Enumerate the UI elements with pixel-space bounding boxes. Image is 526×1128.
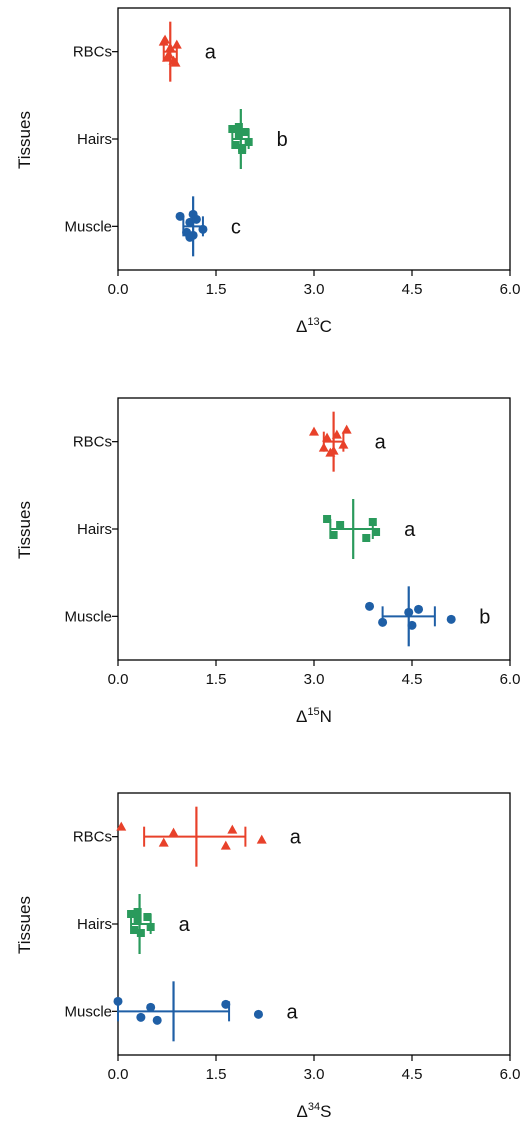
significance-letter: a xyxy=(179,914,191,936)
data-point xyxy=(372,528,381,536)
series-hairs: a xyxy=(127,894,191,954)
y-tick-label-rbcs: RBCs xyxy=(73,829,112,846)
x-axis-label: Δ34S xyxy=(297,1101,332,1121)
data-point xyxy=(309,426,319,436)
data-point xyxy=(220,840,231,850)
data-point xyxy=(133,908,142,916)
x-tick-label: 6.0 xyxy=(500,281,521,298)
significance-letter: b xyxy=(479,606,490,628)
x-axis-label-prefix: Δ xyxy=(296,317,307,336)
x-tick-label: 3.0 xyxy=(304,281,325,298)
series-muscle: a xyxy=(113,981,298,1042)
y-axis-label: Tissues xyxy=(15,111,34,169)
y-tick-label-rbcs: RBCs xyxy=(73,434,112,451)
data-point xyxy=(256,834,267,844)
x-axis-label-prefix: Δ xyxy=(297,1102,308,1121)
series-muscle: c xyxy=(175,196,241,257)
data-point xyxy=(362,534,371,542)
data-point xyxy=(116,821,127,831)
x-axis-label-prefix: Δ xyxy=(296,707,307,726)
y-tick-label-hairs: Hairs xyxy=(77,131,112,148)
chart-panel-2: 0.0 1.5 3.0 4.5 6.0 Δ15N Tissues RBCs Hairs Muscl… xyxy=(15,397,521,726)
significance-letter: c xyxy=(231,216,241,238)
x-tick-label: 1.5 xyxy=(206,281,227,298)
significance-letter: a xyxy=(404,519,416,541)
plot-frame xyxy=(117,792,511,1056)
data-point xyxy=(227,824,238,834)
significance-letter: a xyxy=(290,827,302,849)
x-tick-label: 0.0 xyxy=(108,671,129,688)
data-point xyxy=(163,49,174,59)
y-tick-label-muscle: Muscle xyxy=(64,608,112,625)
chart-panel-1: 0.0 1.5 3.0 4.5 6.0 Δ13C Tissues RBCs Hairs Muscl… xyxy=(15,7,521,336)
data-point xyxy=(158,837,169,847)
x-tick-label: 3.0 xyxy=(304,671,325,688)
data-point xyxy=(323,515,332,523)
data-point xyxy=(168,827,179,837)
x-axis-label: Δ13C xyxy=(296,316,332,336)
y-tick-label-muscle: Muscle xyxy=(64,218,112,235)
x-tick-label: 4.5 xyxy=(402,671,423,688)
x-tick-label: 1.5 xyxy=(206,671,227,688)
data-point xyxy=(160,34,171,44)
data-point xyxy=(175,211,185,221)
data-point xyxy=(146,1002,156,1012)
data-point xyxy=(221,999,231,1009)
data-point xyxy=(170,57,181,67)
data-point xyxy=(234,131,243,139)
y-axis-label: Tissues xyxy=(15,501,34,559)
series-hairs: a xyxy=(323,499,416,559)
data-point xyxy=(336,521,345,529)
series-muscle: b xyxy=(365,586,490,647)
series-hairs: b xyxy=(228,109,288,169)
x-tick-label: 4.5 xyxy=(402,281,423,298)
x-tick-label: 6.0 xyxy=(500,671,521,688)
data-point xyxy=(143,913,152,921)
x-tick-label: 3.0 xyxy=(304,1066,325,1083)
data-point xyxy=(341,424,352,434)
data-point xyxy=(253,1009,263,1019)
x-axis-label: Δ15N xyxy=(296,706,332,726)
data-point xyxy=(414,604,424,614)
data-point xyxy=(231,141,240,149)
data-point xyxy=(241,128,250,136)
x-tick-label: 0.0 xyxy=(108,281,129,298)
data-point xyxy=(133,916,142,924)
y-tick-label-hairs: Hairs xyxy=(77,916,112,933)
significance-letter: a xyxy=(286,1001,298,1023)
data-point xyxy=(136,929,145,937)
x-axis-label-superscript: 15 xyxy=(307,706,319,718)
series-rbcs: a xyxy=(158,21,217,82)
series-rbcs: a xyxy=(309,411,387,472)
chart-panel-3: 0.0 1.5 3.0 4.5 6.0 Δ34S Tissues RBCs Hairs Muscl… xyxy=(15,792,521,1121)
x-axis-label-superscript: 13 xyxy=(307,316,319,328)
data-point xyxy=(130,926,139,934)
x-axis-label-suffix: C xyxy=(320,317,332,336)
x-tick-label: 6.0 xyxy=(500,1066,521,1083)
x-axis-label-suffix: N xyxy=(320,707,332,726)
data-point xyxy=(446,614,456,624)
y-tick-label-muscle: Muscle xyxy=(64,1003,112,1020)
x-axis-label-superscript: 34 xyxy=(308,1101,320,1113)
x-tick-label: 0.0 xyxy=(108,1066,129,1083)
x-tick-label: 4.5 xyxy=(402,1066,423,1083)
data-point xyxy=(152,1015,162,1025)
data-point xyxy=(238,146,247,154)
significance-letter: a xyxy=(375,432,387,454)
y-tick-label-rbcs: RBCs xyxy=(73,44,112,61)
data-point xyxy=(329,531,338,539)
data-point xyxy=(234,123,243,131)
y-tick-label-hairs: Hairs xyxy=(77,521,112,538)
data-point xyxy=(365,601,375,611)
series-rbcs: a xyxy=(116,806,302,867)
x-tick-label: 1.5 xyxy=(206,1066,227,1083)
significance-letter: a xyxy=(205,42,217,64)
y-axis-label: Tissues xyxy=(15,896,34,954)
x-axis-label-suffix: S xyxy=(320,1102,331,1121)
data-point xyxy=(136,1012,146,1022)
significance-letter: b xyxy=(277,129,288,151)
